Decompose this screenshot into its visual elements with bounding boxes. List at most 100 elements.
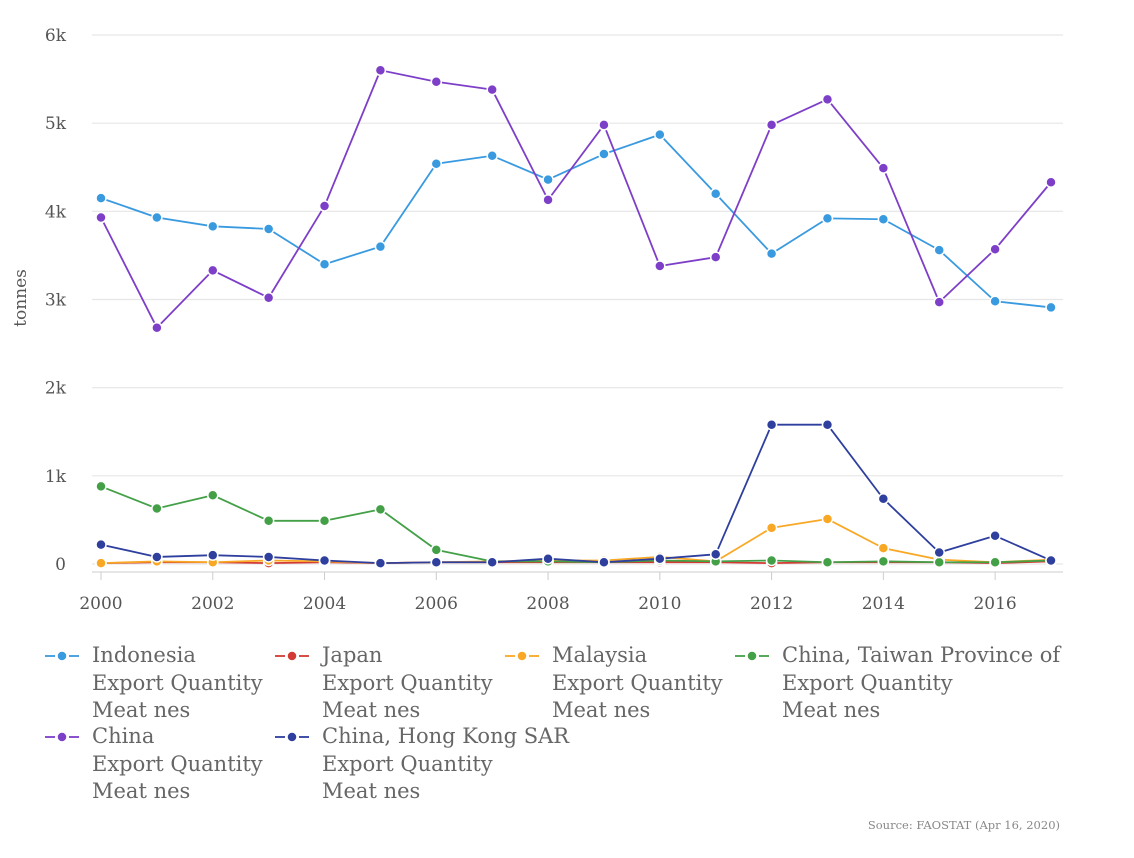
data-point[interactable] xyxy=(262,551,275,563)
data-point[interactable] xyxy=(430,157,443,170)
data-point[interactable] xyxy=(821,556,834,568)
legend-label-line: Malaysia xyxy=(552,643,648,667)
legend-label-line: Export Quantity xyxy=(92,751,263,776)
series-line xyxy=(100,69,1052,329)
data-point[interactable] xyxy=(933,296,945,308)
data-point[interactable] xyxy=(989,295,1001,308)
data-point[interactable] xyxy=(1045,301,1057,314)
legend-item[interactable]: Indonesia Export Quantity Meat nes xyxy=(42,642,263,725)
legend-label-line: Meat nes xyxy=(552,698,651,722)
data-point[interactable] xyxy=(765,418,778,431)
grid-lines xyxy=(92,34,1063,565)
data-point[interactable] xyxy=(654,552,666,565)
data-point[interactable] xyxy=(374,557,387,569)
data-point[interactable] xyxy=(821,93,834,106)
legend-swatch xyxy=(275,650,309,662)
data-point[interactable] xyxy=(207,264,219,277)
data-point[interactable] xyxy=(989,243,1001,255)
series-line xyxy=(100,133,1052,309)
data-point[interactable] xyxy=(933,556,945,568)
series-points xyxy=(95,64,1057,569)
data-point[interactable] xyxy=(430,75,443,88)
data-point[interactable] xyxy=(318,515,331,527)
data-point[interactable] xyxy=(430,556,443,568)
data-point[interactable] xyxy=(654,260,666,272)
data-point[interactable] xyxy=(821,418,834,431)
data-point[interactable] xyxy=(95,538,107,551)
data-point[interactable] xyxy=(933,244,945,256)
data-point[interactable] xyxy=(95,192,107,204)
data-point[interactable] xyxy=(598,556,610,568)
data-point[interactable] xyxy=(207,549,219,561)
data-point[interactable] xyxy=(989,556,1001,568)
data-point[interactable] xyxy=(262,515,275,527)
legend-label: Indonesia Export Quantity Meat nes xyxy=(92,642,263,725)
data-point[interactable] xyxy=(821,212,834,225)
data-point[interactable] xyxy=(877,162,890,174)
legend-label-line: Export Quantity xyxy=(92,670,263,695)
legend-item[interactable]: China, Hong Kong SAR Export Quantity Meat … xyxy=(272,723,569,806)
data-point[interactable] xyxy=(374,240,387,253)
data-point[interactable] xyxy=(542,552,554,565)
data-point[interactable] xyxy=(95,480,107,493)
data-point[interactable] xyxy=(95,211,107,224)
legend-item[interactable]: Japan Export Quantity Meat nes xyxy=(272,642,493,725)
data-point[interactable] xyxy=(765,119,778,131)
legend-label-line: Export Quantity xyxy=(322,751,493,776)
data-point[interactable] xyxy=(654,128,666,141)
legend-label-line: China, Taiwan Province of xyxy=(782,643,1061,667)
data-point[interactable] xyxy=(486,556,498,568)
data-point[interactable] xyxy=(486,83,498,96)
y-tick-label: 0 xyxy=(55,555,66,575)
data-point[interactable] xyxy=(486,150,498,162)
data-point[interactable] xyxy=(1045,554,1057,567)
legend-label: China Export Quantity Meat nes xyxy=(92,723,263,806)
data-point[interactable] xyxy=(318,200,331,212)
data-point[interactable] xyxy=(374,503,387,516)
data-point[interactable] xyxy=(821,513,834,525)
data-point[interactable] xyxy=(877,542,890,554)
data-point[interactable] xyxy=(765,554,778,567)
data-point[interactable] xyxy=(151,551,163,563)
data-point[interactable] xyxy=(933,546,945,559)
data-point[interactable] xyxy=(709,187,722,200)
y-tick-label: 1k xyxy=(45,467,67,487)
data-point[interactable] xyxy=(95,557,107,569)
data-point[interactable] xyxy=(1045,176,1057,188)
legend-label-line: Meat nes xyxy=(322,779,421,803)
data-point[interactable] xyxy=(318,554,331,567)
legend-item[interactable]: China Export Quantity Meat nes xyxy=(42,723,263,806)
data-point[interactable] xyxy=(151,211,163,224)
data-point[interactable] xyxy=(709,548,722,561)
legend-label-line: Japan xyxy=(322,643,383,667)
legend-label-line: China, Hong Kong SAR xyxy=(322,724,570,748)
data-point[interactable] xyxy=(374,64,387,77)
data-point[interactable] xyxy=(262,223,275,235)
data-point[interactable] xyxy=(318,258,331,270)
data-point[interactable] xyxy=(207,489,219,501)
legend-label-line: China xyxy=(92,724,155,748)
data-point[interactable] xyxy=(989,530,1001,542)
x-tick-label: 2006 xyxy=(415,594,458,614)
data-point[interactable] xyxy=(877,555,890,568)
data-point[interactable] xyxy=(598,119,610,131)
data-point[interactable] xyxy=(430,544,443,556)
legend-label-line: Meat nes xyxy=(92,779,191,803)
y-axis: 0 1k 2k 3k 4k 5k 6k xyxy=(45,26,67,575)
y-tick-label: 5k xyxy=(45,114,67,134)
x-tick-label: 2008 xyxy=(526,594,569,614)
data-point[interactable] xyxy=(262,291,275,304)
data-point[interactable] xyxy=(877,213,890,226)
data-point[interactable] xyxy=(877,493,890,505)
data-point[interactable] xyxy=(765,247,778,260)
data-point[interactable] xyxy=(151,502,163,515)
legend-item[interactable]: China, Taiwan Province of Export Quantity… xyxy=(732,642,1060,725)
data-point[interactable] xyxy=(542,173,554,186)
data-point[interactable] xyxy=(151,321,163,334)
data-point[interactable] xyxy=(598,148,610,160)
data-point[interactable] xyxy=(765,522,778,534)
data-point[interactable] xyxy=(709,251,722,263)
data-point[interactable] xyxy=(207,220,219,233)
data-point[interactable] xyxy=(542,194,554,206)
legend-item[interactable]: Malaysia Export Quantity Meat nes xyxy=(502,642,723,725)
